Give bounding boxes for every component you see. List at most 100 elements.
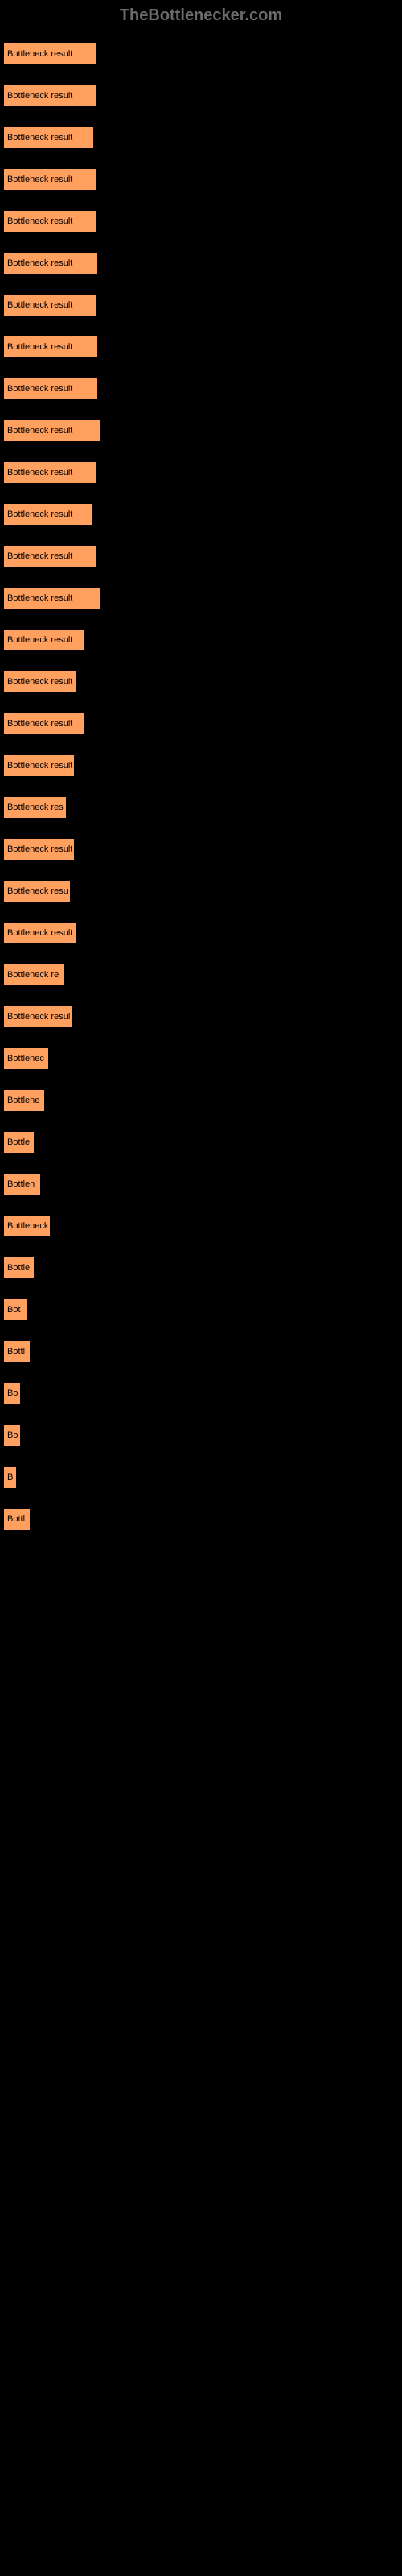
- bar: Bottleneck result: [3, 43, 96, 65]
- bar-label: [3, 112, 399, 123]
- bar-row: Bottleneck result: [3, 279, 399, 316]
- bar-text: Bottleneck result: [7, 426, 72, 436]
- bar-label: [3, 740, 399, 751]
- bar-label: [3, 1033, 399, 1044]
- bar-label: [3, 28, 399, 39]
- bar-row: Bottleneck result: [3, 112, 399, 149]
- bar: Bottlen: [3, 1173, 41, 1195]
- bar-row: Bottle: [3, 1242, 399, 1279]
- bar-label: [3, 237, 399, 249]
- bar-label: [3, 405, 399, 416]
- bar-label: [3, 1158, 399, 1170]
- bar-text: Bottleneck result: [7, 384, 72, 394]
- bar-label: [3, 196, 399, 207]
- bar-label: [3, 1451, 399, 1463]
- bar-text: Bottleneck result: [7, 217, 72, 226]
- bar-row: Bottleneck: [3, 1200, 399, 1237]
- bar-row: Bottleneck result: [3, 154, 399, 191]
- page-header: TheBottlenecker.com: [0, 0, 402, 28]
- bar: Bottleneck result: [3, 503, 92, 526]
- bar-label: [3, 447, 399, 458]
- bar-text: Bottleneck result: [7, 258, 72, 268]
- bar-text: Bottleneck result: [7, 635, 72, 645]
- bar: Bo: [3, 1382, 21, 1405]
- bar-text: Bo: [7, 1389, 18, 1398]
- bar: Bottleneck result: [3, 754, 75, 777]
- bar-row: Bottleneck result: [3, 196, 399, 233]
- bar-label: [3, 1200, 399, 1212]
- bar-text: Bottl: [7, 1514, 25, 1524]
- bar-text: Bottleneck resul: [7, 1012, 70, 1022]
- header-title: TheBottlenecker.com: [120, 6, 282, 24]
- bar-text: Bottleneck result: [7, 677, 72, 687]
- bar-row: Bottleneck result: [3, 489, 399, 526]
- bar-label: [3, 1284, 399, 1295]
- bar: Bottleneck result: [3, 712, 84, 735]
- bar-label: [3, 614, 399, 625]
- bar: Bottleneck result: [3, 252, 98, 275]
- bar-text: Bottleneck result: [7, 49, 72, 59]
- bar-text: Bottleneck re: [7, 970, 59, 980]
- bar-label: [3, 530, 399, 542]
- bar-text: Bottleneck result: [7, 593, 72, 603]
- bar-label: [3, 1368, 399, 1379]
- bar-text: Bottleneck res: [7, 803, 64, 812]
- bar: Bottle: [3, 1131, 35, 1154]
- bar-text: Bot: [7, 1305, 21, 1315]
- bar: Bottlenec: [3, 1047, 49, 1070]
- bar-text: Bottlene: [7, 1096, 39, 1105]
- bar-row: Bottleneck result: [3, 824, 399, 861]
- bar-row: Bo: [3, 1410, 399, 1447]
- bar-row: Bottleneck result: [3, 656, 399, 693]
- bar: Bottleneck result: [3, 461, 96, 484]
- bar: Bottleneck: [3, 1215, 51, 1237]
- bar-text: Bottle: [7, 1137, 30, 1147]
- bar: Bottleneck resul: [3, 1005, 72, 1028]
- bar-label: [3, 1326, 399, 1337]
- bar-text: Bottlen: [7, 1179, 35, 1189]
- bar: Bottleneck result: [3, 922, 76, 944]
- bar: Bottl: [3, 1340, 31, 1363]
- bar-label: [3, 489, 399, 500]
- bar-text: Bottleneck result: [7, 91, 72, 101]
- bar: Bottl: [3, 1508, 31, 1530]
- bar-label: [3, 1493, 399, 1505]
- bar-label: [3, 1117, 399, 1128]
- bar-label: [3, 949, 399, 960]
- bar: Bottleneck re: [3, 964, 64, 986]
- bar-label: [3, 907, 399, 919]
- bar: Bottleneck result: [3, 671, 76, 693]
- bar: Bottleneck result: [3, 587, 100, 609]
- bar-label: [3, 1410, 399, 1421]
- bar-text: Bottleneck result: [7, 342, 72, 352]
- bar: Bottle: [3, 1257, 35, 1279]
- bar-row: Bottleneck result: [3, 363, 399, 400]
- bar-text: Bottleneck result: [7, 300, 72, 310]
- bar-row: Bottleneck result: [3, 447, 399, 484]
- bar-row: Bottlenec: [3, 1033, 399, 1070]
- bar-text: Bottleneck result: [7, 468, 72, 477]
- bar-row: B: [3, 1451, 399, 1488]
- bar: Bottleneck result: [3, 838, 75, 861]
- bar-text: Bottle: [7, 1263, 30, 1273]
- bar-row: Bottleneck re: [3, 949, 399, 986]
- bar: Bottlene: [3, 1089, 45, 1112]
- bar-text: Bottleneck resu: [7, 886, 68, 896]
- bar-row: Bottleneck resul: [3, 991, 399, 1028]
- bar-row: Bot: [3, 1284, 399, 1321]
- bar-text: Bottleneck result: [7, 844, 72, 854]
- bar-label: [3, 782, 399, 793]
- bar-label: [3, 991, 399, 1002]
- bar-chart: Bottleneck result Bottleneck result Bottle…: [0, 28, 402, 1530]
- bar: Bo: [3, 1424, 21, 1447]
- bar: B: [3, 1466, 17, 1488]
- bar-row: Bottleneck result: [3, 405, 399, 442]
- bar-text: Bottleneck result: [7, 551, 72, 561]
- bar-label: [3, 154, 399, 165]
- bar-label: [3, 279, 399, 291]
- bar-text: Bottleneck result: [7, 719, 72, 729]
- bar: Bottleneck result: [3, 294, 96, 316]
- bar-row: Bottleneck result: [3, 740, 399, 777]
- bar-text: Bo: [7, 1430, 18, 1440]
- bar-row: Bottleneck result: [3, 530, 399, 568]
